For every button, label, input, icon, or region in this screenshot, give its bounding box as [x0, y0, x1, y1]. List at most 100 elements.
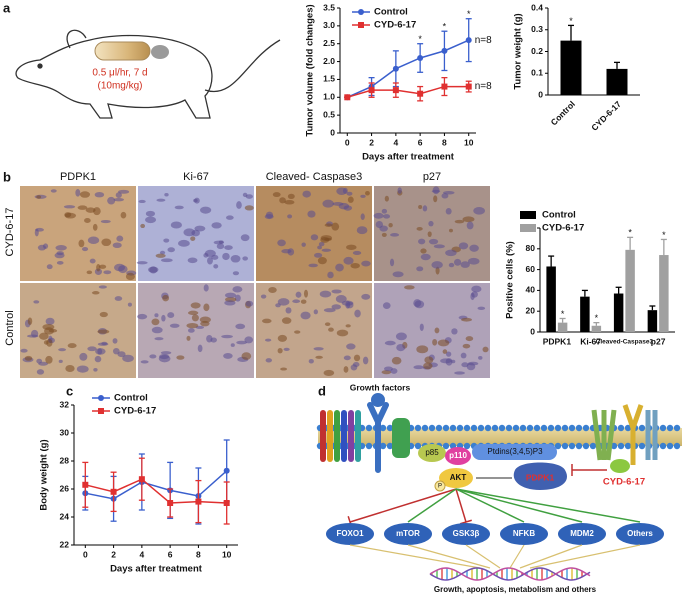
effect-line	[407, 544, 491, 569]
cell-nucleus	[260, 294, 267, 299]
cell-nucleus	[30, 329, 39, 338]
cell-nucleus	[145, 216, 157, 224]
cell-nucleus	[361, 293, 371, 300]
cell-nucleus	[187, 310, 199, 316]
significance-label: *	[467, 9, 471, 19]
cell-nucleus	[384, 195, 389, 202]
cell-nucleus	[58, 348, 67, 352]
cell-nucleus	[197, 344, 203, 353]
cell-nucleus	[465, 336, 474, 342]
cell-nucleus	[92, 223, 98, 231]
cell-nucleus	[24, 355, 33, 361]
cell-nucleus	[272, 192, 281, 198]
x-tick-label: 10	[464, 137, 474, 147]
cell-nucleus	[187, 257, 198, 264]
akt-node	[439, 468, 473, 488]
cell-nucleus	[232, 271, 240, 276]
cell-nucleus	[86, 270, 93, 275]
inhibition-line	[571, 464, 607, 476]
significance-label: *	[561, 309, 565, 319]
bar	[546, 266, 556, 332]
lipid-head	[638, 424, 646, 432]
target-node	[326, 523, 374, 545]
target-node	[384, 523, 432, 545]
point	[417, 55, 424, 61]
lipid-head	[554, 424, 562, 432]
cell-nucleus	[332, 202, 344, 206]
cell-nucleus	[315, 355, 323, 359]
cell-nucleus	[117, 351, 126, 358]
cell-nucleus	[442, 349, 448, 354]
cell-nucleus	[285, 307, 292, 314]
significance-label: *	[628, 228, 632, 238]
lipid-head	[491, 424, 499, 432]
cell-nucleus	[193, 198, 198, 203]
lipid-head	[526, 424, 534, 432]
cell-nucleus	[199, 316, 211, 323]
legend-label: CYD-6-17	[542, 223, 584, 234]
concentration-label: (10mg/kg)	[97, 81, 142, 92]
y-axis-title: Tumor volume (fold changes)	[305, 4, 316, 136]
cell-nucleus	[203, 284, 209, 292]
stain-label: p27	[423, 171, 441, 183]
cell-nucleus	[313, 347, 324, 351]
cell-nucleus	[56, 260, 64, 265]
effect-line	[509, 544, 525, 569]
cell-nucleus	[467, 257, 480, 265]
lipid-head	[365, 424, 373, 432]
stain-label: Ki-67	[183, 171, 209, 183]
x-tick-label: 8	[442, 137, 447, 147]
cell-nucleus	[343, 256, 354, 265]
cell-nucleus	[350, 364, 358, 371]
cell-nucleus	[216, 243, 225, 250]
cell-nucleus	[234, 294, 241, 302]
cell-nucleus	[194, 225, 206, 232]
cell-nucleus	[390, 233, 400, 237]
cell-nucleus	[300, 299, 307, 304]
cell-nucleus	[174, 205, 184, 210]
cell-nucleus	[361, 260, 371, 267]
cell-nucleus	[262, 318, 272, 324]
cell-nucleus	[56, 251, 64, 256]
series-line	[347, 85, 469, 99]
cell-nucleus	[413, 365, 424, 370]
y-tick-label: 32	[60, 399, 70, 409]
cell-nucleus	[125, 272, 135, 281]
cell-nucleus	[114, 296, 123, 301]
legend-marker	[358, 22, 364, 28]
point	[417, 90, 424, 97]
cell-nucleus	[191, 314, 199, 322]
group-label: CYD-6-17	[4, 208, 16, 257]
cell-nucleus	[461, 362, 469, 368]
target-label: mTOR	[396, 529, 420, 538]
lipid-head	[414, 442, 422, 450]
cell-nucleus	[360, 213, 365, 221]
cell-nucleus	[317, 245, 322, 250]
lipid-head	[428, 424, 436, 432]
cell-nucleus	[302, 190, 311, 198]
target-node	[442, 523, 490, 545]
cell-nucleus	[416, 226, 423, 231]
legend-swatch	[520, 224, 536, 232]
cell-nucleus	[93, 367, 98, 372]
cell-nucleus	[63, 205, 76, 209]
pathway-diagram: Growth factors p85 p110 Ptdins(3,4,5)P3 …	[316, 382, 682, 594]
lipid-head	[519, 424, 527, 432]
cell-nucleus	[462, 216, 475, 223]
target-label: Others	[627, 529, 653, 538]
cell-nucleus	[236, 340, 247, 345]
lipid-head	[365, 442, 373, 450]
cell-nucleus	[187, 328, 195, 333]
cell-nucleus	[469, 244, 479, 252]
y-axis-title: Tumor weight (g)	[513, 13, 524, 89]
cell-nucleus	[98, 285, 107, 289]
significance-label: *	[595, 313, 599, 323]
receptor	[645, 410, 658, 460]
point	[465, 83, 472, 90]
cell-nucleus	[347, 196, 354, 203]
lipid-head	[379, 424, 387, 432]
significance-label: *	[662, 230, 666, 240]
phospho-node	[434, 480, 446, 492]
cell-nucleus	[428, 220, 434, 227]
lipid-head	[624, 442, 632, 450]
